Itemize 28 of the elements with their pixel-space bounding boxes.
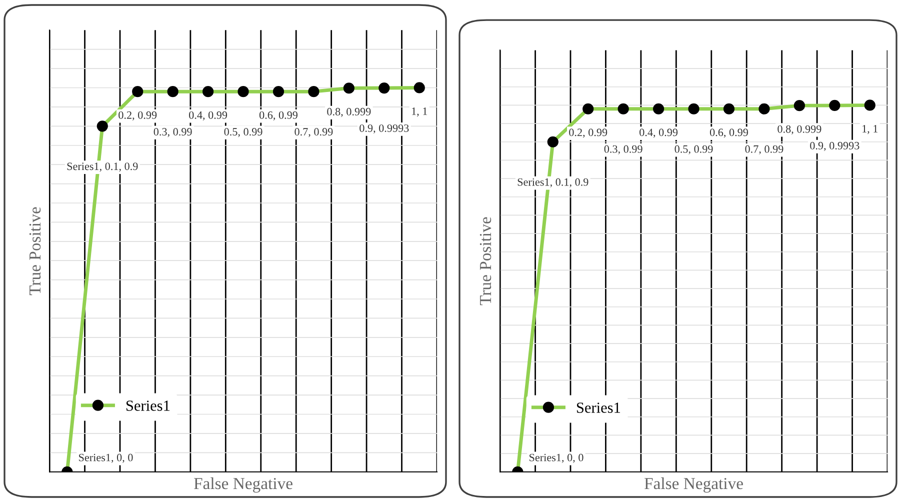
data-label: 0.8, 0.999 [327,108,371,117]
data-label: 0.7, 0.99 [294,128,333,138]
data-label: 0.9, 0.9993 [810,142,860,151]
legend-label: Series1 [576,402,620,413]
data-label: 0.2, 0.99 [569,128,608,138]
data-label: Series1, 0.1, 0.9 [67,162,138,172]
data-label: 0.4, 0.99 [640,128,678,138]
data-label: 0.4, 0.99 [189,111,228,120]
data-label: 0.3, 0.99 [154,128,192,138]
data-label: 1, 1 [412,108,428,117]
data-label: 0.2, 0.99 [118,111,157,120]
data-label: 0.9, 0.9993 [360,124,409,134]
y-axis-title: True Positive [29,207,41,296]
legend-label: Series1 [126,400,170,411]
data-label: Series1, 0.1, 0.9 [518,178,588,188]
data-label: 1, 1 [862,125,878,134]
data-label: 0.5, 0.99 [674,145,713,154]
data-label: 0.7, 0.99 [745,145,784,154]
data-label: 0.5, 0.99 [224,128,262,138]
data-label: 0.3, 0.99 [604,145,642,154]
y-axis-title: True Positive [480,217,492,306]
data-label: 0.6, 0.99 [259,111,298,120]
data-label: Series1, 0, 0 [530,454,584,463]
data-label: Series1, 0, 0 [79,454,133,463]
data-label: 0.8, 0.999 [778,125,822,134]
x-axis-title: False Negative [194,477,292,493]
x-axis-title: False Negative [644,477,743,493]
data-label: 0.6, 0.99 [710,128,748,138]
